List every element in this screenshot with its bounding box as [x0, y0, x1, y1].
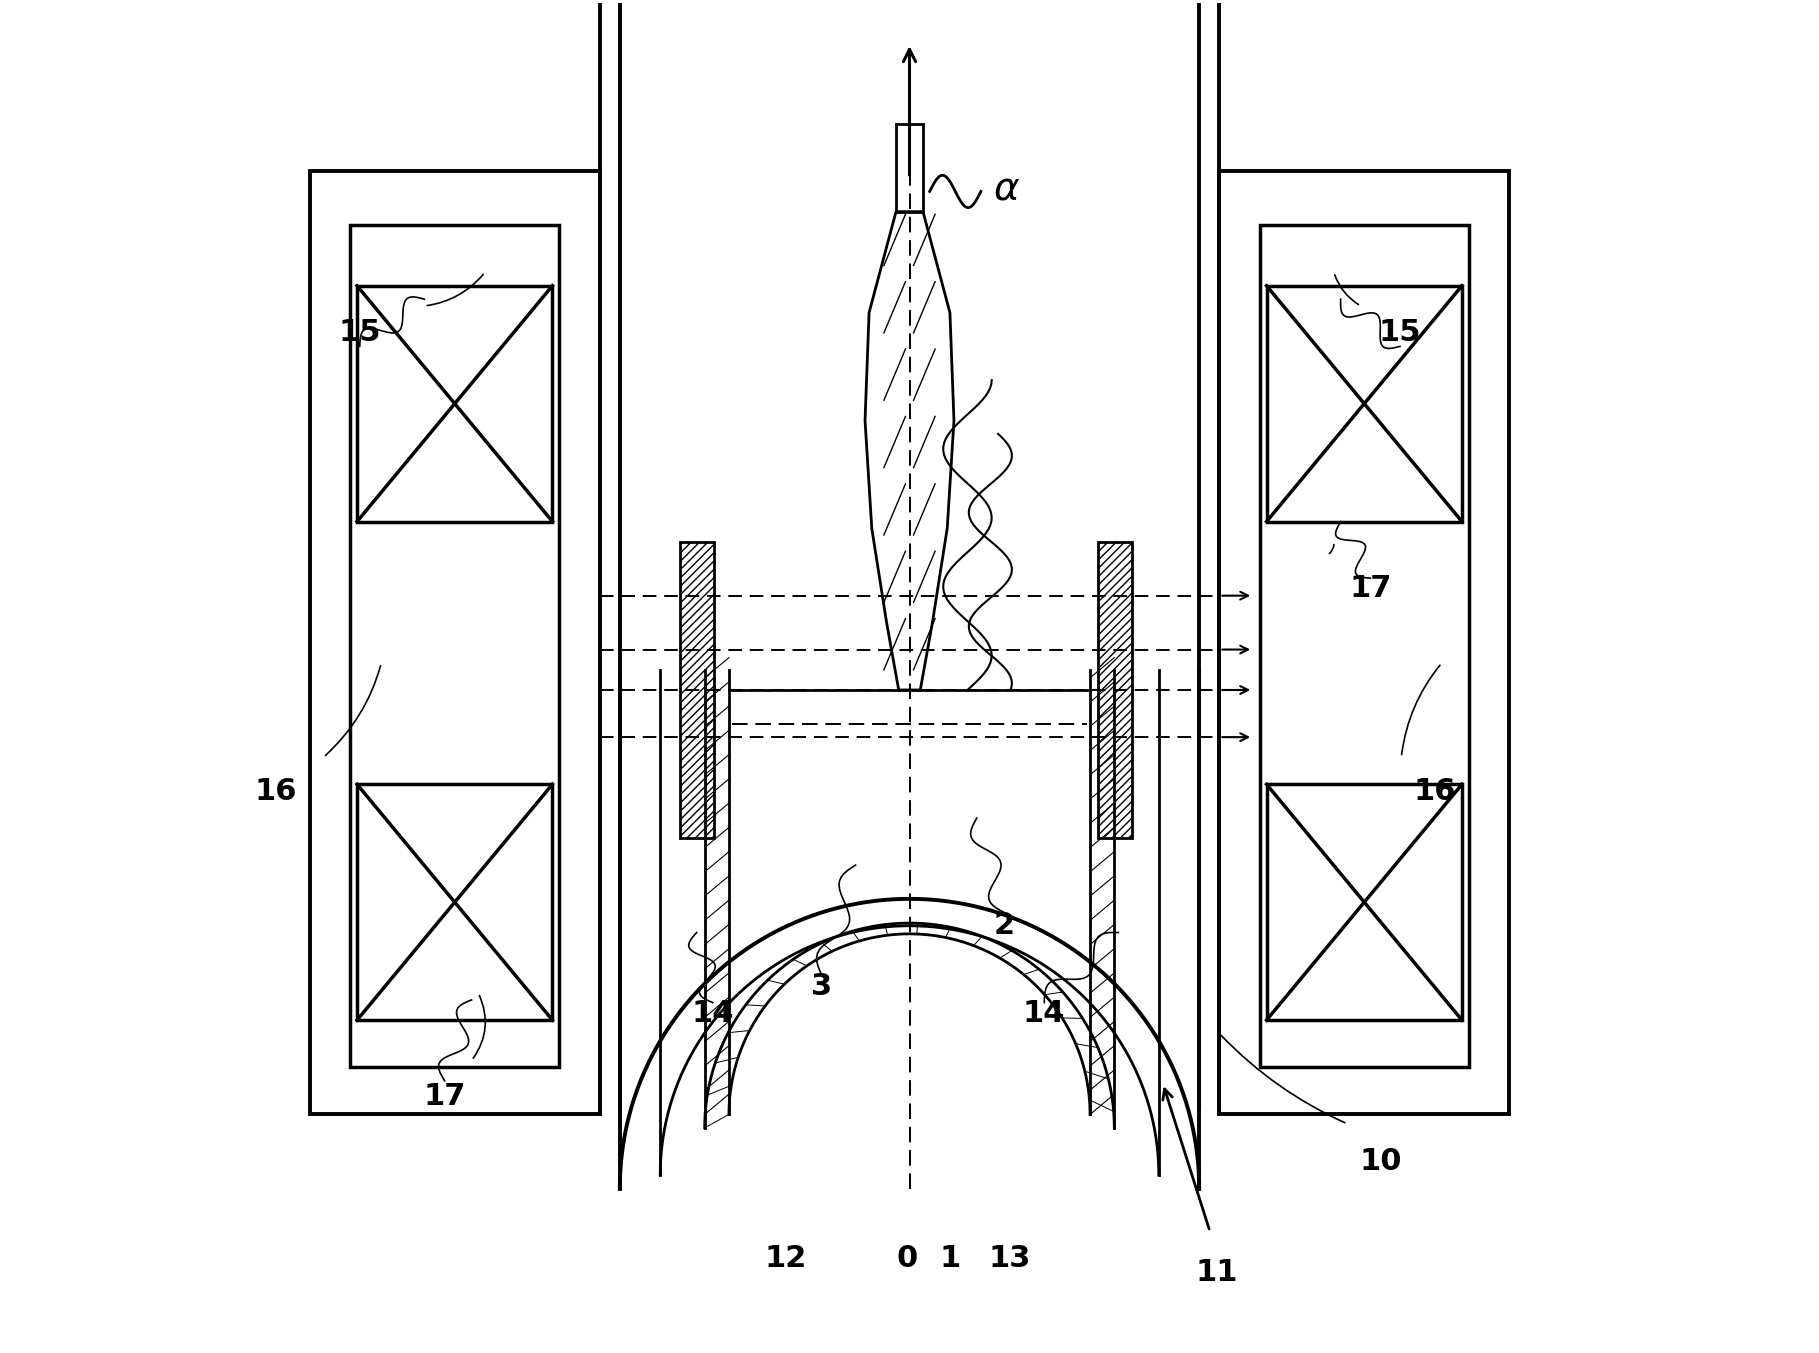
Text: 17: 17: [424, 1082, 466, 1111]
Text: 2: 2: [993, 912, 1015, 940]
Text: 15: 15: [338, 318, 380, 348]
Bar: [1261, 225, 1468, 1068]
Text: 15: 15: [1379, 318, 1421, 348]
Text: 16: 16: [1413, 777, 1457, 805]
Text: 0: 0: [897, 1245, 917, 1273]
Text: 14: 14: [1022, 999, 1066, 1028]
Text: 1: 1: [939, 1245, 960, 1273]
Text: 10: 10: [1361, 1147, 1402, 1176]
Text: 14: 14: [691, 999, 735, 1028]
Text: 13: 13: [988, 1245, 1030, 1273]
Bar: [680, 541, 715, 839]
Bar: [357, 285, 553, 521]
Text: 17: 17: [1350, 575, 1392, 603]
Text: 3: 3: [811, 971, 833, 1001]
Text: 12: 12: [764, 1245, 806, 1273]
Bar: [1099, 541, 1131, 839]
Text: 11: 11: [1195, 1257, 1239, 1287]
Bar: [351, 225, 558, 1068]
Text: $\alpha$: $\alpha$: [993, 170, 1020, 207]
Bar: [357, 785, 553, 1020]
Bar: [680, 541, 715, 839]
Text: 16: 16: [255, 777, 298, 805]
Bar: [1266, 285, 1462, 521]
Bar: [1219, 172, 1510, 1115]
Bar: [1099, 541, 1131, 839]
Bar: [1266, 785, 1462, 1020]
Bar: [309, 172, 600, 1115]
Bar: [897, 124, 922, 211]
